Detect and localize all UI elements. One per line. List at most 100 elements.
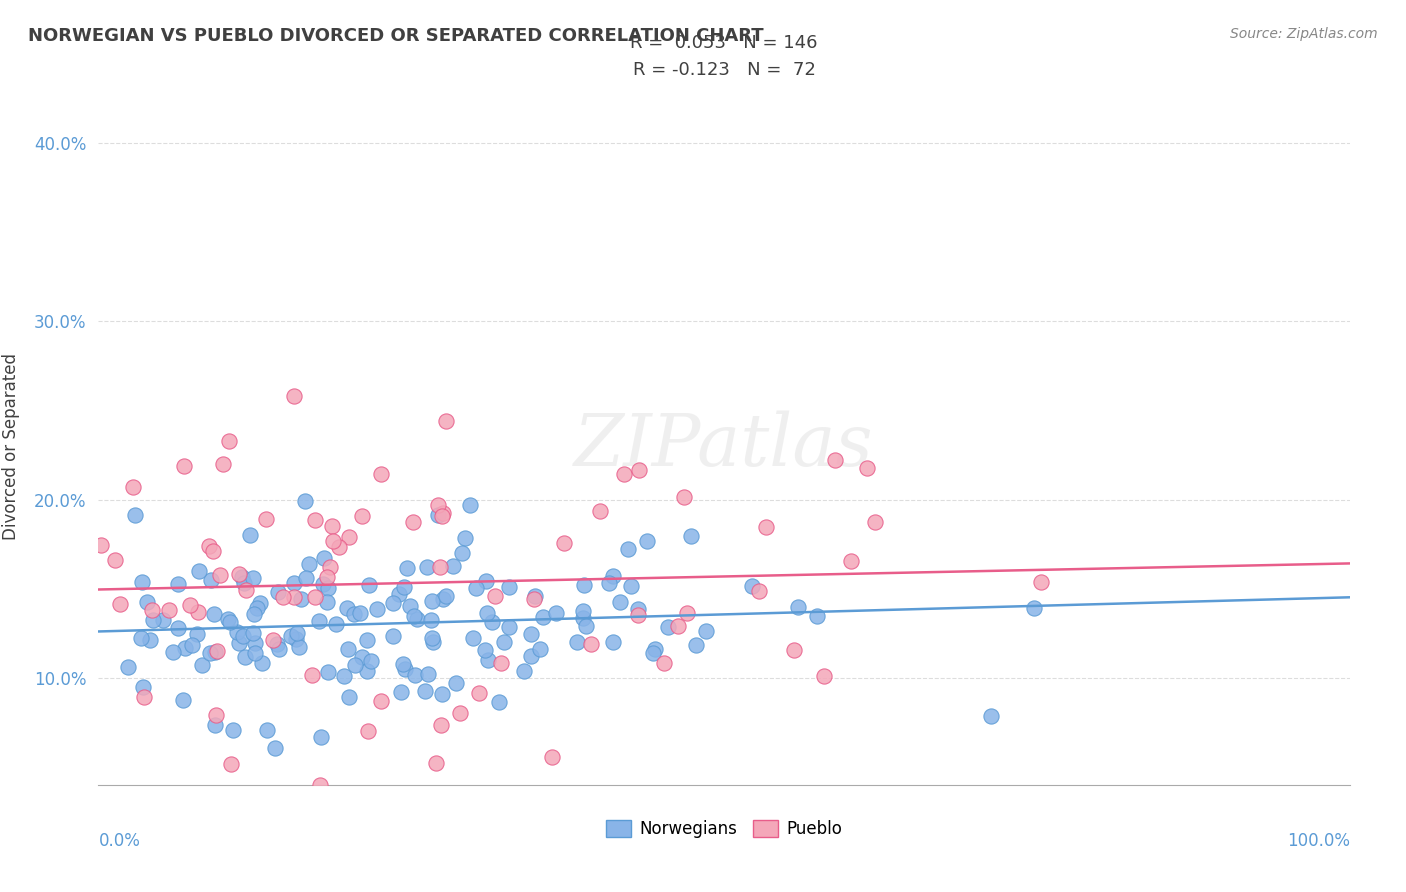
Pueblo <box>221 757 243 772</box>
Pueblo <box>173 459 195 474</box>
Pueblo <box>430 508 453 523</box>
Pueblo <box>429 560 451 574</box>
Norwegians <box>242 607 264 621</box>
Norwegians <box>422 635 444 649</box>
Pueblo <box>748 584 770 599</box>
Norwegians <box>685 638 707 652</box>
Norwegians <box>294 494 316 508</box>
Norwegians <box>627 601 650 615</box>
Pueblo <box>208 568 231 582</box>
Norwegians <box>129 631 152 645</box>
Norwegians <box>366 601 388 615</box>
Pueblo <box>90 538 112 552</box>
Pueblo <box>434 414 457 428</box>
Norwegians <box>420 631 443 645</box>
Pueblo <box>179 598 201 612</box>
Pueblo <box>218 434 240 448</box>
Norwegians <box>389 685 412 699</box>
Pueblo <box>589 504 612 518</box>
Pueblo <box>839 554 862 568</box>
Norwegians <box>382 596 405 610</box>
Pueblo <box>613 467 636 482</box>
Text: 100.0%: 100.0% <box>1286 832 1350 850</box>
Text: R = -0.123   N =  72: R = -0.123 N = 72 <box>633 61 815 78</box>
Norwegians <box>360 654 382 668</box>
Norwegians <box>132 680 155 694</box>
Pueblo <box>283 389 305 403</box>
Norwegians <box>318 665 340 680</box>
Pueblo <box>328 540 350 554</box>
Pueblo <box>427 498 450 512</box>
Pueblo <box>228 566 250 581</box>
Norwegians <box>520 649 543 664</box>
Pueblo <box>304 590 326 604</box>
Norwegians <box>288 640 311 655</box>
Norwegians <box>602 635 624 649</box>
Norwegians <box>295 571 318 585</box>
Norwegians <box>498 619 520 633</box>
Norwegians <box>513 665 536 679</box>
Norwegians <box>166 621 188 635</box>
Text: NORWEGIAN VS PUEBLO DIVORCED OR SEPARATED CORRELATION CHART: NORWEGIAN VS PUEBLO DIVORCED OR SEPARATE… <box>28 27 763 45</box>
Norwegians <box>250 656 273 670</box>
Pueblo <box>301 668 323 682</box>
Norwegians <box>336 600 359 615</box>
Pueblo <box>315 569 337 583</box>
Norwegians <box>290 592 312 607</box>
Norwegians <box>226 624 249 639</box>
Pueblo <box>357 724 380 739</box>
Norwegians <box>356 664 378 678</box>
Norwegians <box>350 650 373 665</box>
Pueblo <box>319 560 342 574</box>
Norwegians <box>620 578 643 592</box>
Norwegians <box>245 646 267 660</box>
Pueblo <box>370 467 392 482</box>
Pueblo <box>489 656 512 670</box>
Pueblo <box>666 619 689 633</box>
Pueblo <box>141 603 163 617</box>
Pueblo <box>157 603 180 617</box>
Norwegians <box>343 607 366 622</box>
Norwegians <box>494 635 516 649</box>
Norwegians <box>356 633 378 648</box>
Norwegians <box>572 604 595 618</box>
Norwegians <box>474 574 496 588</box>
Norwegians <box>204 718 226 732</box>
Norwegians <box>314 551 336 566</box>
Norwegians <box>283 575 305 590</box>
Norwegians <box>167 577 190 591</box>
Pueblo <box>654 657 676 671</box>
Pueblo <box>865 515 887 529</box>
Norwegians <box>402 608 425 623</box>
Pueblo <box>187 605 209 619</box>
Pueblo <box>429 718 451 732</box>
Norwegians <box>181 638 204 652</box>
Norwegians <box>139 632 162 647</box>
Norwegians <box>191 657 214 672</box>
Pueblo <box>1029 574 1052 589</box>
Pueblo <box>350 509 373 524</box>
Norwegians <box>231 570 253 584</box>
Norwegians <box>520 627 543 641</box>
Norwegians <box>392 580 415 594</box>
Text: ZIPatlas: ZIPatlas <box>574 410 875 482</box>
Pueblo <box>262 633 284 648</box>
Norwegians <box>430 687 453 701</box>
Norwegians <box>453 531 475 545</box>
Pueblo <box>202 543 225 558</box>
Norwegians <box>218 615 240 630</box>
Pueblo <box>110 597 132 611</box>
Norwegians <box>396 560 419 574</box>
Norwegians <box>806 609 828 624</box>
Norwegians <box>312 576 335 591</box>
Norwegians <box>343 657 366 672</box>
Text: 0.0%: 0.0% <box>98 832 141 850</box>
Norwegians <box>481 615 503 630</box>
Pueblo <box>370 693 392 707</box>
Text: Source: ZipAtlas.com: Source: ZipAtlas.com <box>1230 27 1378 41</box>
Norwegians <box>419 613 441 627</box>
Norwegians <box>162 645 184 659</box>
Pueblo <box>813 669 835 683</box>
Pueblo <box>676 606 699 620</box>
Norwegians <box>695 624 717 638</box>
